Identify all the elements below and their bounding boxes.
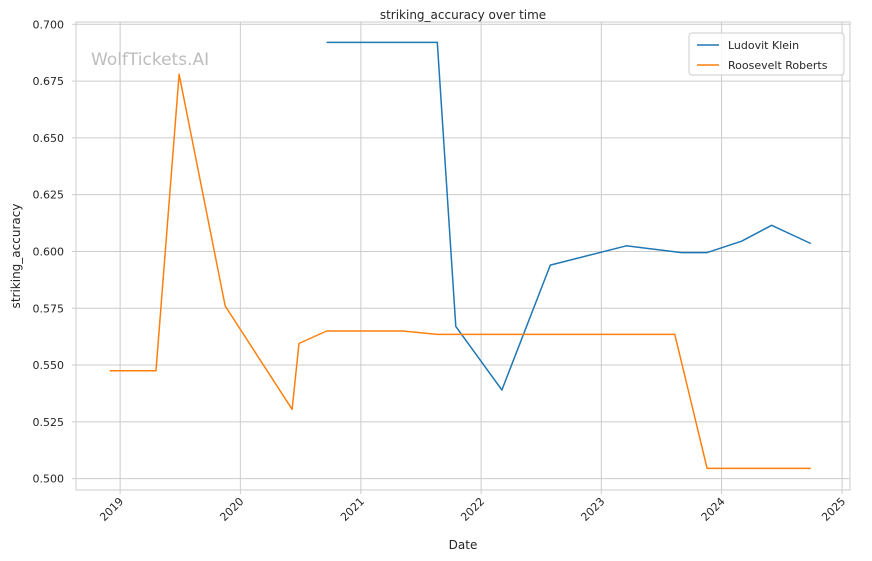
y-tick-label: 0.625 — [33, 189, 65, 202]
y-axis-title: striking_accuracy — [9, 204, 23, 309]
grid-lines — [76, 22, 850, 490]
x-tick-label: 2024 — [699, 495, 728, 524]
legend-box — [688, 32, 845, 76]
y-tick-label: 0.525 — [33, 416, 65, 429]
series-line-roosevelt-roberts — [109, 73, 811, 470]
legend-label-roosevelt-roberts: Roosevelt Roberts — [728, 59, 828, 72]
x-tick-label: 2021 — [338, 495, 367, 524]
y-tick-label: 0.650 — [33, 132, 65, 145]
y-tick-label: 0.600 — [33, 245, 65, 258]
watermark-text: WolfTickets.AI — [91, 50, 209, 70]
chart-title: striking_accuracy over time — [380, 8, 546, 22]
legend: Ludovit Klein Roosevelt Roberts — [688, 32, 845, 76]
x-tick-label: 2019 — [97, 495, 126, 524]
x-tick-label: 2025 — [819, 495, 848, 524]
y-tick-label: 0.575 — [33, 302, 65, 315]
y-axis-ticks: 0.500 0.525 0.550 0.575 0.600 0.625 0.650 0.675… — [33, 18, 76, 486]
legend-label-ludovit-klein: Ludovit Klein — [728, 39, 799, 52]
y-tick-label: 0.550 — [33, 359, 65, 372]
plot-area-frame — [75, 21, 851, 491]
x-axis-title: Date — [449, 538, 478, 552]
series-line-ludovit-klein — [326, 41, 812, 391]
y-tick-label: 0.675 — [33, 75, 65, 88]
x-tick-label: 2022 — [458, 495, 487, 524]
y-tick-label: 0.700 — [33, 18, 65, 31]
x-axis-ticks: 2019 2020 2021 2022 2023 2024 2025 — [97, 490, 848, 524]
series-lines — [109, 41, 812, 470]
y-tick-label: 0.500 — [33, 473, 65, 486]
x-tick-label: 2023 — [578, 495, 607, 524]
x-tick-label: 2020 — [217, 495, 246, 524]
